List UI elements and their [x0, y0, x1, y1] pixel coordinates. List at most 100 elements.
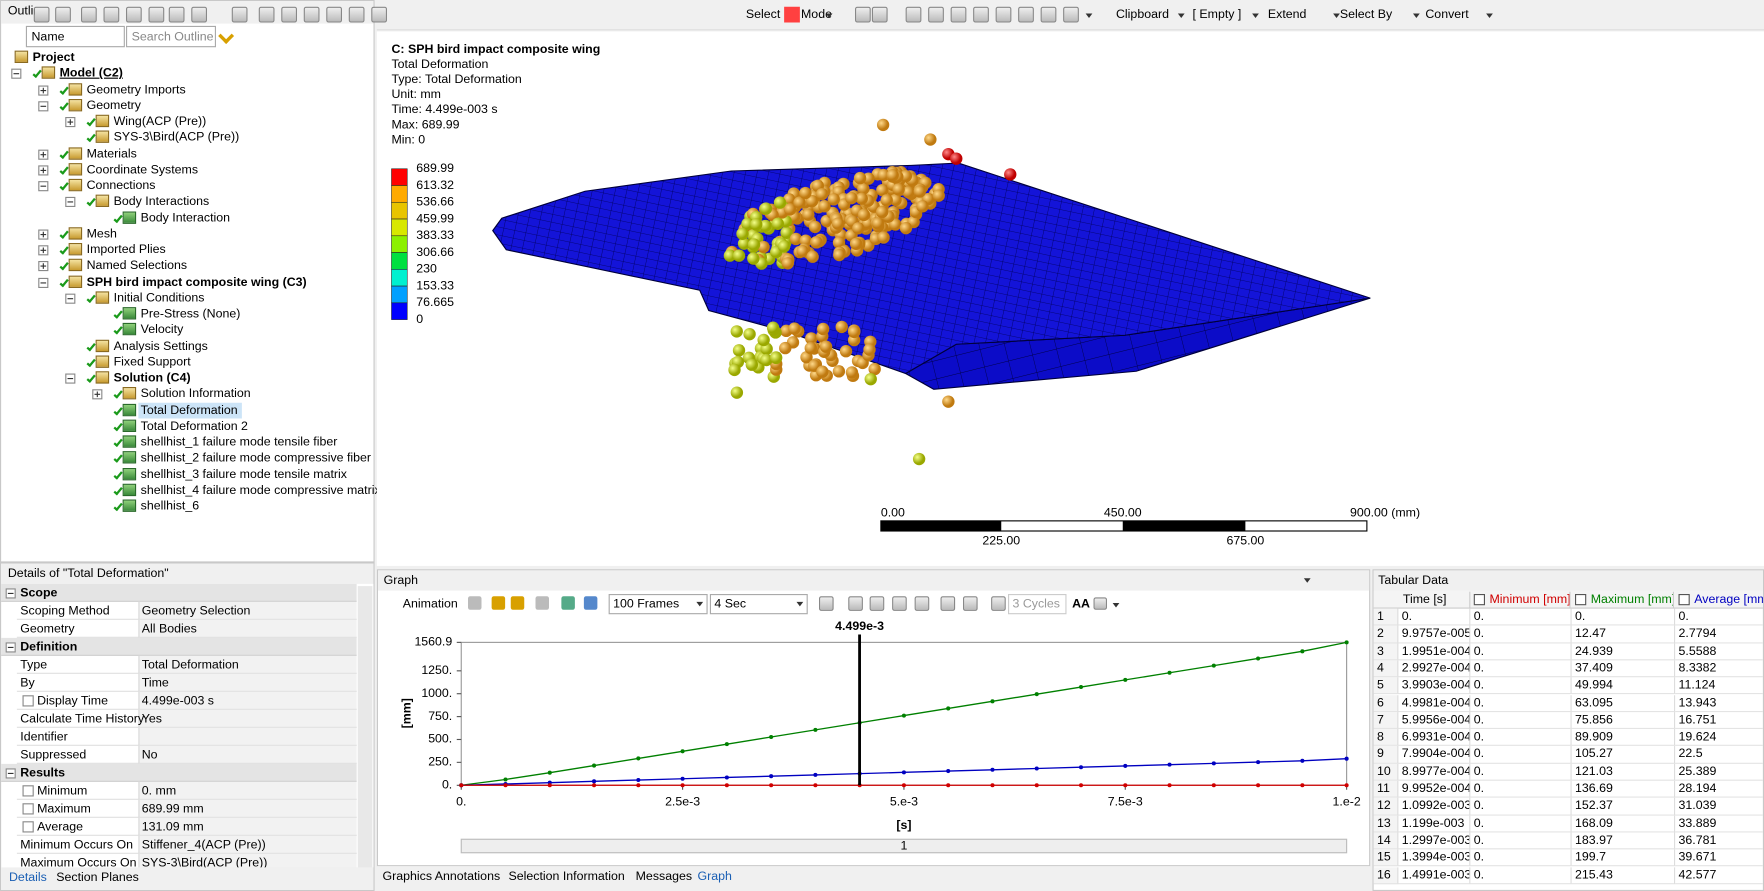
tool-icon[interactable]: [231, 6, 248, 23]
filter-icon[interactable]: [218, 28, 235, 44]
tree-node[interactable]: Solution (C4): [113, 371, 191, 385]
toolbar-button[interactable]: Select By: [1339, 7, 1393, 22]
animation-button[interactable]: [535, 596, 549, 610]
tree-node[interactable]: Analysis Settings: [113, 339, 208, 353]
tree-node[interactable]: SPH bird impact composite wing (C3): [86, 275, 307, 289]
tool-icon[interactable]: [869, 596, 885, 611]
tool-icon[interactable]: [995, 6, 1012, 23]
tree-node[interactable]: Fixed Support: [113, 355, 191, 369]
detail-value[interactable]: Yes: [141, 712, 162, 726]
tool-icon[interactable]: [950, 6, 967, 23]
expand-toggle[interactable]: [92, 389, 103, 400]
tree-node[interactable]: Model (C2): [59, 66, 123, 81]
expand-toggle[interactable]: [38, 149, 49, 160]
tab[interactable]: Details: [9, 870, 47, 885]
tree-node[interactable]: Body Interaction: [140, 210, 231, 225]
checkbox[interactable]: [1473, 594, 1485, 606]
tool-icon[interactable]: [1018, 6, 1034, 23]
tree-node[interactable]: SYS-3\Bird(ACP (Pre)): [113, 130, 240, 145]
duration-select[interactable]: 4 Sec: [709, 594, 808, 615]
tab[interactable]: Messages: [635, 869, 693, 884]
tool-icon[interactable]: [81, 6, 97, 23]
tool-icon[interactable]: [928, 6, 944, 23]
detail-value[interactable]: Total Deformation: [141, 658, 239, 672]
tool-icon[interactable]: [33, 6, 50, 23]
tree-node[interactable]: Mesh: [86, 226, 117, 241]
toolbar-button[interactable]: [ Empty ]: [1192, 7, 1242, 22]
section-toggle[interactable]: [5, 642, 16, 653]
detail-value[interactable]: 4.499e-003 s: [141, 694, 214, 708]
tool-icon[interactable]: [55, 6, 71, 23]
detail-value[interactable]: SYS-3\Bird(ACP (Pre)): [141, 856, 268, 870]
toolbar-button[interactable]: Mode: [801, 7, 832, 22]
tree-node[interactable]: Materials: [86, 146, 137, 161]
tree-node[interactable]: shellhist_6: [140, 499, 200, 514]
expand-toggle[interactable]: [38, 245, 49, 256]
tree-node[interactable]: Solution Information: [140, 387, 251, 401]
tree-node[interactable]: Geometry: [86, 98, 141, 113]
tree-node[interactable]: shellhist_2 failure mode compressive fib…: [140, 451, 372, 465]
tool-icon[interactable]: [855, 6, 871, 23]
detail-value[interactable]: All Bodies: [141, 622, 197, 636]
detail-value[interactable]: 131.09 mm: [141, 820, 204, 834]
expand-toggle[interactable]: [38, 100, 49, 112]
tree-node[interactable]: Named Selections: [86, 259, 188, 273]
checkbox[interactable]: [1678, 594, 1690, 606]
checkbox[interactable]: [22, 803, 34, 815]
tree-node[interactable]: Total Deformation 2: [140, 419, 248, 433]
toolbar-button[interactable]: Convert: [1425, 7, 1469, 22]
section-toggle[interactable]: [5, 768, 16, 779]
tool-icon[interactable]: [892, 596, 907, 611]
animation-button[interactable]: [561, 596, 575, 610]
search-box[interactable]: Search Outline: [126, 25, 216, 48]
checkbox[interactable]: [22, 695, 34, 707]
expand-toggle[interactable]: [65, 197, 76, 208]
tool-icon[interactable]: [819, 596, 834, 611]
tool-icon[interactable]: [258, 6, 275, 23]
tool-icon[interactable]: [848, 596, 863, 611]
tool-icon[interactable]: [126, 6, 142, 23]
tree-node[interactable]: shellhist_1 failure mode tensile fiber: [140, 435, 338, 449]
filter-dropdown[interactable]: Name: [25, 25, 125, 48]
toolbar-button[interactable]: Select: [745, 7, 781, 22]
animation-button[interactable]: [510, 596, 525, 610]
tool-icon[interactable]: [963, 596, 978, 611]
expand-toggle[interactable]: [65, 117, 76, 128]
tab[interactable]: Graphics Annotations: [382, 869, 501, 884]
toolbar-button[interactable]: Extend: [1267, 7, 1307, 22]
tree-node[interactable]: Total Deformation: [140, 403, 238, 417]
tab[interactable]: Section Planes: [56, 870, 139, 885]
tree-node[interactable]: Initial Conditions: [113, 291, 205, 305]
tree-node[interactable]: shellhist_4 failure mode compressive mat…: [140, 483, 381, 497]
expand-toggle[interactable]: [38, 229, 49, 240]
checkbox[interactable]: [22, 821, 34, 833]
tab[interactable]: Selection Information: [508, 869, 625, 884]
toolbar-button[interactable]: Clipboard: [1116, 7, 1169, 22]
detail-value[interactable]: 689.99 mm: [141, 802, 204, 816]
tool-icon[interactable]: [940, 596, 956, 611]
tool-icon[interactable]: [991, 596, 1006, 611]
tool-icon[interactable]: [326, 6, 342, 23]
tool-icon[interactable]: [103, 6, 120, 23]
tree-node[interactable]: Geometry Imports: [86, 82, 186, 97]
tool-icon[interactable]: [371, 6, 387, 23]
tool-icon[interactable]: [914, 596, 930, 611]
tool-icon[interactable]: [191, 6, 207, 23]
expand-toggle[interactable]: [11, 68, 22, 80]
tree-node[interactable]: Pre-Stress (None): [140, 307, 241, 321]
animation-button[interactable]: [583, 596, 598, 610]
tree-node[interactable]: Body Interactions: [113, 194, 210, 209]
expand-toggle[interactable]: [65, 293, 76, 304]
tool-icon[interactable]: [303, 6, 320, 23]
detail-value[interactable]: Time: [141, 676, 169, 690]
tool-icon[interactable]: [905, 6, 922, 23]
tree-node[interactable]: Project: [32, 50, 75, 65]
tree-node[interactable]: Coordinate Systems: [86, 162, 199, 177]
expand-toggle[interactable]: [38, 165, 49, 176]
section-toggle[interactable]: [5, 588, 16, 599]
detail-value[interactable]: Stiffener_4(ACP (Pre)): [141, 838, 266, 852]
tree-node[interactable]: Velocity: [140, 323, 184, 337]
animation-button[interactable]: [468, 596, 482, 610]
tool-icon[interactable]: [168, 6, 185, 23]
